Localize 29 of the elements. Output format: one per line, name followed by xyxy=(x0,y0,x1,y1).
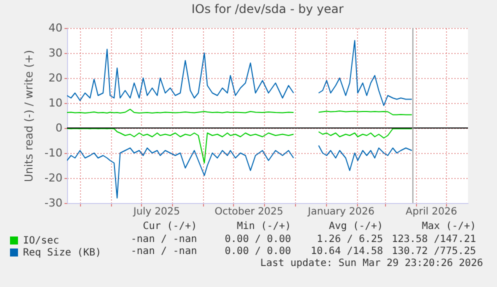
x-tick-label: January 2026 xyxy=(306,206,374,218)
y-tick-label: -20 xyxy=(44,172,62,184)
text: Min (-/+) xyxy=(236,221,291,233)
text: -nan / -nan xyxy=(130,234,197,246)
y-axis-title: Units read (-) / write (+) xyxy=(22,50,36,182)
legend-label: Req Size (KB) xyxy=(23,248,102,258)
y-tick-label: 10 xyxy=(48,96,62,110)
y-tick-label: 0 xyxy=(56,122,62,134)
y-tick-label: -30 xyxy=(44,196,62,210)
text: Max (-/+) xyxy=(422,221,476,233)
text: -nan / -nan xyxy=(130,246,197,258)
text: 1.26 / 6.25 xyxy=(316,234,383,246)
x-tick-label: April 2026 xyxy=(406,206,458,218)
text: 123.58 /147.21 xyxy=(392,234,476,246)
x-tick-label: October 2025 xyxy=(214,206,284,218)
text: Last update: Sun Mar 29 23:20:26 2026 xyxy=(260,258,483,270)
y-tick-label: 40 xyxy=(48,22,62,34)
text: Cur (-/+) xyxy=(142,221,197,233)
x-tick-label: July 2025 xyxy=(132,206,180,218)
chart-title: IOs for /dev/sda - by year xyxy=(191,2,344,16)
text: 10.64 /14.58 xyxy=(310,246,383,258)
legend-label: IO/sec xyxy=(23,236,60,246)
y-tick-label: -10 xyxy=(44,146,62,160)
text: Avg (-/+) xyxy=(328,221,383,233)
y-tick-label: 30 xyxy=(48,46,62,60)
text: 0.00 / 0.00 xyxy=(224,246,291,258)
text: 130.72 /775.25 xyxy=(392,246,476,258)
y-tick-label: 20 xyxy=(48,72,62,84)
text: 0.00 / 0.00 xyxy=(224,234,291,246)
